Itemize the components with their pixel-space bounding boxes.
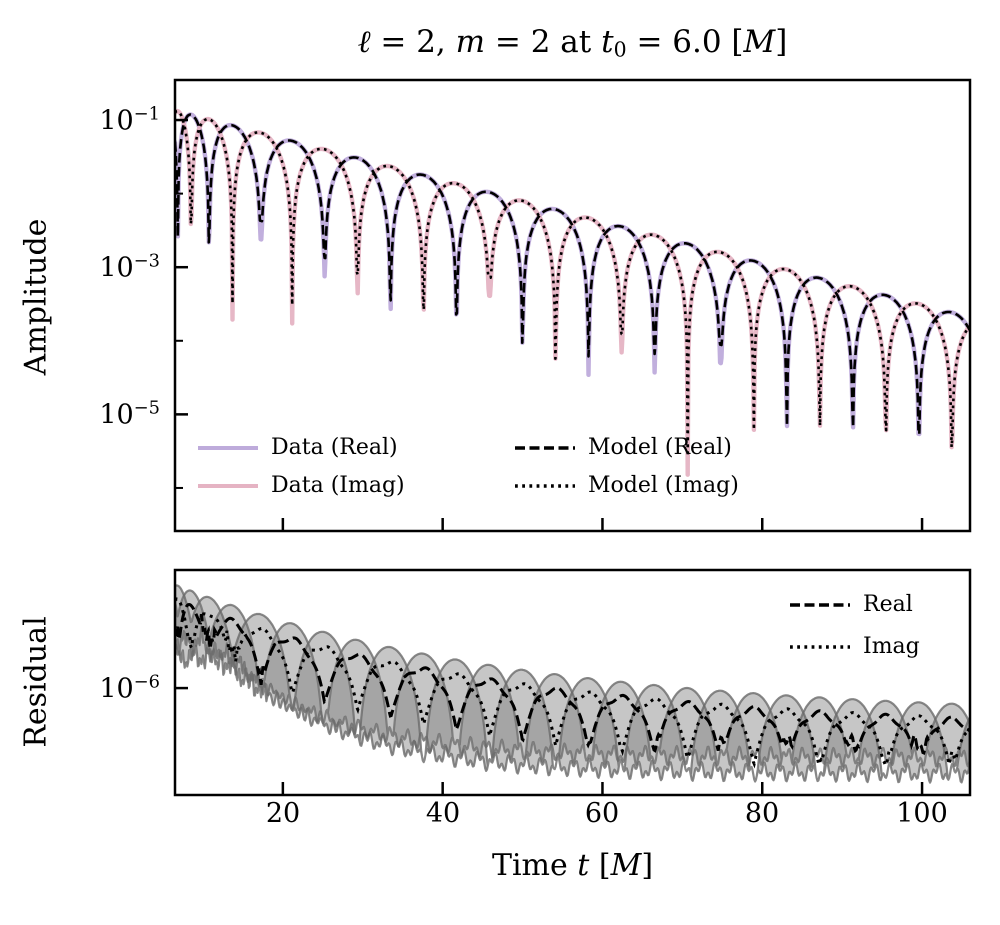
- y-tick-label: 10−5: [50, 398, 160, 431]
- legend-swatch-dotted: [515, 483, 575, 488]
- legend-label: Real: [863, 592, 913, 617]
- title-segment: ]: [775, 24, 788, 60]
- legend-label: Data (Real): [271, 435, 398, 460]
- title-segment: ℓ: [357, 24, 371, 60]
- x-label-segment: ]: [641, 848, 654, 883]
- x-tick-label: 100: [896, 798, 948, 829]
- y-tick-base: 10: [99, 399, 134, 431]
- x-label-segment: t: [577, 848, 590, 883]
- y-tick-exponent: −5: [133, 397, 160, 419]
- title-segment: = 2 at: [485, 24, 602, 60]
- y-tick-label: 10−1: [50, 104, 160, 137]
- x-label-segment: [: [589, 848, 611, 883]
- x-tick-label: 40: [425, 798, 461, 829]
- legend-item-residual-imag: Imag: [789, 634, 920, 659]
- y-tick-label: 10−6: [50, 672, 160, 705]
- y-tick-exponent: −6: [133, 671, 160, 693]
- legend-item-model-real: Model (Real): [514, 435, 732, 460]
- y-tick-base: 10: [99, 252, 134, 284]
- legend-item-residual-real: Real: [789, 592, 913, 617]
- x-label-segment: M: [610, 848, 642, 883]
- title-segment: = 2,: [370, 24, 456, 60]
- plot-title: ℓ = 2, m = 2 at t0 = 6.0 [M]: [175, 24, 970, 61]
- title-segment: M: [743, 24, 776, 60]
- y-tick-exponent: −1: [133, 103, 160, 125]
- x-tick-label: 20: [265, 798, 301, 829]
- legend-swatch-dotted: [790, 644, 850, 649]
- legend-item-model-imag: Model (Imag): [514, 473, 739, 498]
- x-tick-label: 80: [744, 798, 780, 829]
- legend-swatch-dashed: [515, 445, 575, 450]
- title-segment: = 6.0 [: [626, 24, 744, 60]
- title-segment: 0: [613, 37, 627, 62]
- y-tick-label: 10−3: [50, 251, 160, 284]
- amplitude-ylabel: Amplitude: [18, 218, 54, 376]
- y-tick-base: 10: [99, 673, 134, 705]
- legend-item-data-imag: Data (Imag): [197, 473, 405, 498]
- x-label-segment: Time: [491, 848, 578, 883]
- legend-label: Model (Imag): [588, 473, 739, 498]
- legend-swatch-solid-imag: [198, 483, 258, 488]
- legend-swatch-solid-real: [198, 445, 258, 450]
- legend-item-data-real: Data (Real): [197, 435, 398, 460]
- y-tick-base: 10: [99, 105, 134, 137]
- x-axis-label: Time t [M]: [175, 848, 970, 883]
- legend-label: Model (Real): [588, 435, 732, 460]
- y-tick-exponent: −3: [133, 250, 160, 272]
- title-segment: m: [455, 24, 486, 60]
- legend-swatch-dashed: [790, 602, 850, 607]
- residual-ylabel: Residual: [18, 616, 54, 748]
- legend-label: Data (Imag): [271, 473, 405, 498]
- legend-label: Imag: [863, 634, 920, 659]
- title-segment: t: [601, 24, 614, 60]
- x-tick-label: 60: [584, 798, 620, 829]
